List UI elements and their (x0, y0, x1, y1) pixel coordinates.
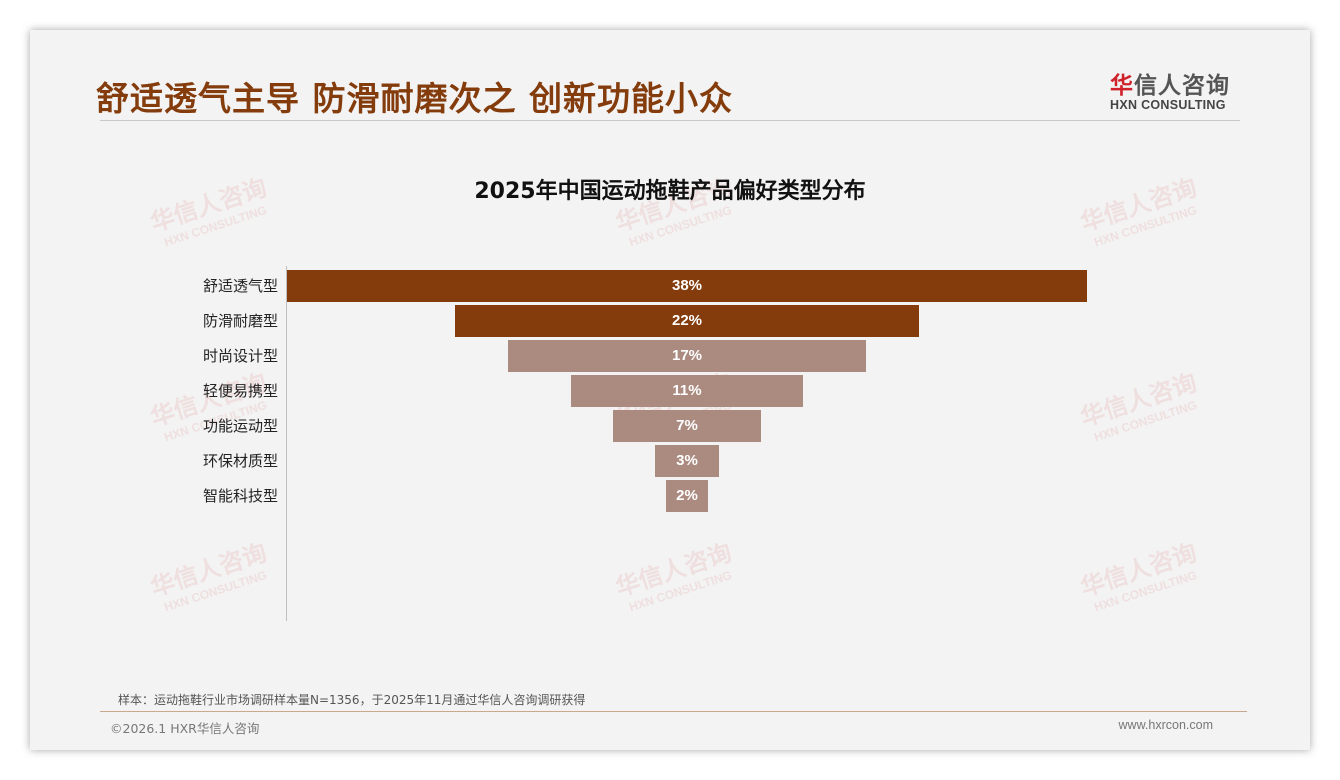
funnel-bar (613, 410, 761, 442)
brand-logo: 华信人咨询 HXN CONSULTING (1110, 66, 1230, 112)
chart-title: 2025年中国运动拖鞋产品偏好类型分布 (474, 179, 866, 204)
funnel-bar (287, 270, 1087, 302)
funnel-bar (665, 480, 709, 512)
data-label: 7% (676, 417, 698, 434)
data-label: 22% (671, 312, 703, 329)
sample-note: 样本：运动拖鞋行业市场调研样本量N=1356，于2025年11月通过华信人咨询调… (118, 693, 586, 707)
category-label: 舒适透气型 (202, 277, 278, 295)
category-label: 功能运动型 (202, 417, 278, 435)
category-label: 轻便易携型 (202, 382, 278, 400)
header-divider (100, 120, 1240, 121)
category-axis (286, 266, 287, 621)
page-title: 舒适透气主导 防滑耐磨次之 创新功能小众 (96, 79, 733, 118)
data-label: 17% (671, 347, 703, 364)
logo-cn-text: 信人咨询 (1134, 73, 1230, 99)
funnel-bar (655, 445, 719, 477)
copyright: ©2026.1 HXR华信人咨询 (110, 721, 260, 736)
slide: 舒适透气主导 防滑耐磨次之 创新功能小众 华信人咨询 HXN CONSULTIN… (30, 30, 1310, 750)
funnel-bar (508, 340, 866, 372)
data-label: 38% (671, 277, 703, 294)
logo-en-text: HXN CONSULTING (1110, 98, 1226, 112)
funnel-bar (455, 305, 919, 337)
data-label: 3% (676, 452, 698, 469)
website-link[interactable]: www.hxrcon.com (1118, 718, 1213, 732)
category-label: 环保材质型 (202, 452, 278, 470)
category-label: 时尚设计型 (202, 347, 278, 365)
logo-mark: 华 (1110, 73, 1134, 99)
funnel-bar (571, 375, 803, 407)
footer-divider (100, 711, 1247, 712)
category-label: 智能科技型 (202, 487, 278, 505)
data-label: 11% (672, 382, 702, 399)
category-label: 防滑耐磨型 (202, 312, 278, 330)
data-label: 2% (676, 487, 698, 504)
